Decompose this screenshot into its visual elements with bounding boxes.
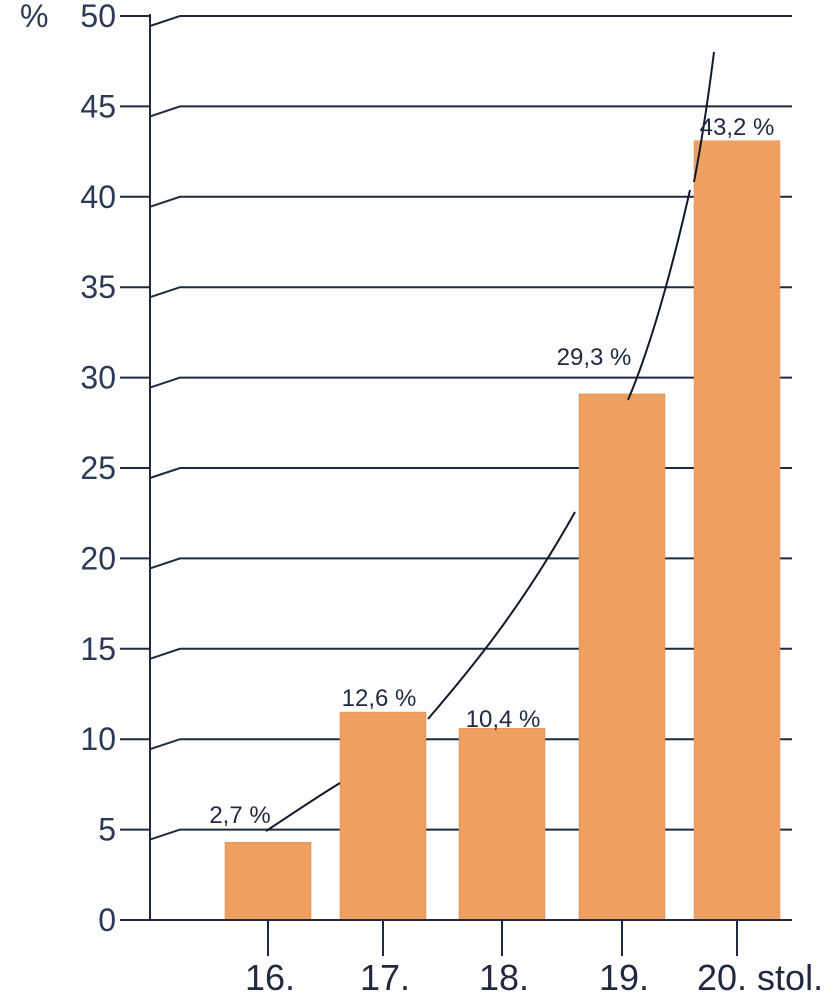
y-tick-label: 30 [80, 360, 116, 396]
gridline [149, 286, 792, 299]
x-tick-label: 16. [245, 957, 295, 998]
y-tick-label: 20 [80, 540, 116, 576]
y-tick-label: 25 [80, 450, 116, 486]
y-tick-label: 40 [80, 179, 116, 215]
data-label: 12,6 % [342, 685, 417, 712]
gridline [149, 195, 792, 208]
y-tick-label: 35 [80, 269, 116, 305]
trend-curve [265, 51, 715, 832]
y-tick-label: 50 [80, 0, 116, 34]
bar [224, 842, 312, 921]
gridline [149, 15, 792, 27]
data-label: 2,7 % [209, 802, 270, 829]
trend-curve-segment [427, 511, 576, 720]
trend-curve-segment [265, 782, 341, 832]
data-label: 10,4 % [466, 706, 541, 733]
bar [693, 140, 781, 921]
x-tick-label: 20. stol. [697, 957, 823, 998]
y-tick-label: 0 [98, 902, 116, 938]
y-tick-label: 15 [80, 631, 116, 667]
y-axis-unit-label: % [20, 0, 48, 34]
x-tick-label: 17. [360, 957, 410, 998]
labels: % 0 5 10 15 20 25 30 35 40 45 50 16. 17. 18. 19. 20. st… [20, 0, 823, 998]
y-tick-label: 10 [80, 721, 116, 757]
trend-curve-segment [627, 189, 691, 401]
x-tick-label: 18. [479, 957, 529, 998]
gridline [149, 376, 792, 389]
y-tick-label: 5 [98, 812, 116, 848]
gridline [149, 105, 792, 118]
bar [578, 393, 666, 921]
bar [339, 711, 427, 921]
data-label: 29,3 % [557, 344, 632, 371]
bar [458, 728, 546, 921]
axes [149, 14, 792, 921]
x-tick-label: 19. [599, 957, 649, 998]
y-tick-label: 45 [80, 88, 116, 124]
bars [224, 140, 781, 921]
trend-curve-segment [693, 51, 715, 183]
data-label: 43,2 % [700, 114, 775, 141]
gridlines [120, 15, 792, 956]
